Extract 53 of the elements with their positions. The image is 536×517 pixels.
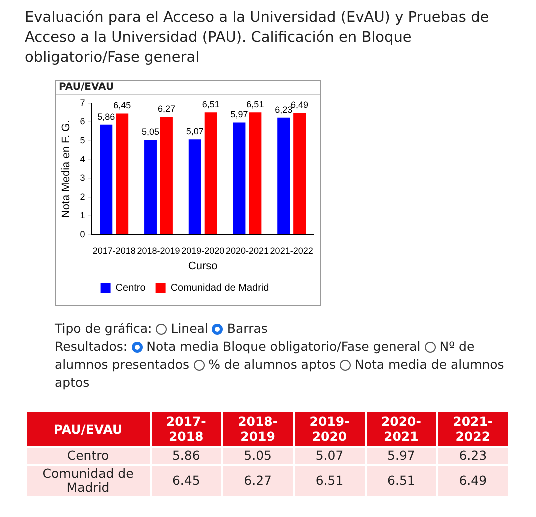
data-label: 6,51 [246, 100, 264, 110]
x-tick-label: 2017-2018 [92, 246, 136, 256]
x-tick-label: 2020-2021 [226, 246, 269, 256]
text: 6.45 [150, 465, 222, 497]
text: 6.23 [437, 447, 509, 465]
chart-title: Evaluación para el Acceso a la Universidad (EvAU) y Pruebas de Acceso a la Universidad (PAU). Calificación en Bloque obligatorio/Fase general [25, 9, 490, 68]
category-label: 2017-2018 [166, 414, 206, 444]
text: 6.49 [437, 465, 509, 497]
y-tick-label: 2 [80, 192, 86, 202]
text: Lineal [171, 321, 208, 336]
legend-label: Centro [116, 282, 146, 294]
data-label: 6,27 [158, 104, 176, 114]
text: 6.51 [294, 465, 366, 497]
data-label: 5,86 [98, 112, 116, 122]
text: Barras [227, 321, 268, 336]
y-tick-label: 7 [80, 98, 86, 108]
text: 5.97 [366, 447, 438, 465]
y-axis-title: Nota Media en F. G. [60, 120, 73, 218]
x-tick-label: 2021-2022 [270, 246, 314, 256]
text: 5.05 [222, 447, 294, 465]
y-tick-label: 3 [80, 173, 86, 184]
category-label: 2021-2022 [453, 414, 494, 444]
x-tick-label: 2018-2019 [137, 246, 180, 256]
text: PAU/EVAU [54, 422, 123, 436]
data-label: 6,51 [202, 100, 220, 110]
category-label: 2020-2021 [381, 414, 422, 444]
data-label: 6,23 [275, 104, 293, 115]
x-axis-title: Curso [188, 260, 218, 272]
category-label: 2019-2020 [310, 414, 350, 444]
text: % de alumnos aptos [208, 357, 336, 372]
text: 5.86 [150, 447, 222, 465]
data-label: 5,05 [142, 127, 160, 138]
text: 6.51 [366, 465, 438, 497]
y-tick-label: 1 [80, 210, 86, 221]
text: 5.07 [294, 447, 366, 465]
y-tick-label: 0 [80, 229, 86, 240]
text: Nota media Bloque obligatorio/Fase general [146, 339, 421, 354]
y-tick-label: 6 [80, 116, 86, 127]
text: Centro [67, 448, 110, 463]
text: Tipo de gráfica: [55, 321, 152, 336]
legend-label: Comunidad de Madrid [170, 282, 270, 294]
y-tick-label: 5 [80, 135, 86, 146]
x-tick-label: 2019-2020 [182, 246, 225, 256]
chart-subtitle: PAU/EVAU [56, 81, 320, 95]
data-label: 5,07 [186, 126, 204, 137]
data-label: 6,45 [114, 100, 132, 111]
text: Resultados: [55, 339, 128, 354]
y-tick-label: 4 [80, 154, 86, 164]
text: 6.27 [222, 465, 294, 497]
category-label: 2018-2019 [238, 414, 278, 444]
text: Comunidad de Madrid [42, 466, 134, 495]
data-label: 5,97 [230, 110, 248, 120]
data-label: 6,49 [291, 100, 309, 110]
